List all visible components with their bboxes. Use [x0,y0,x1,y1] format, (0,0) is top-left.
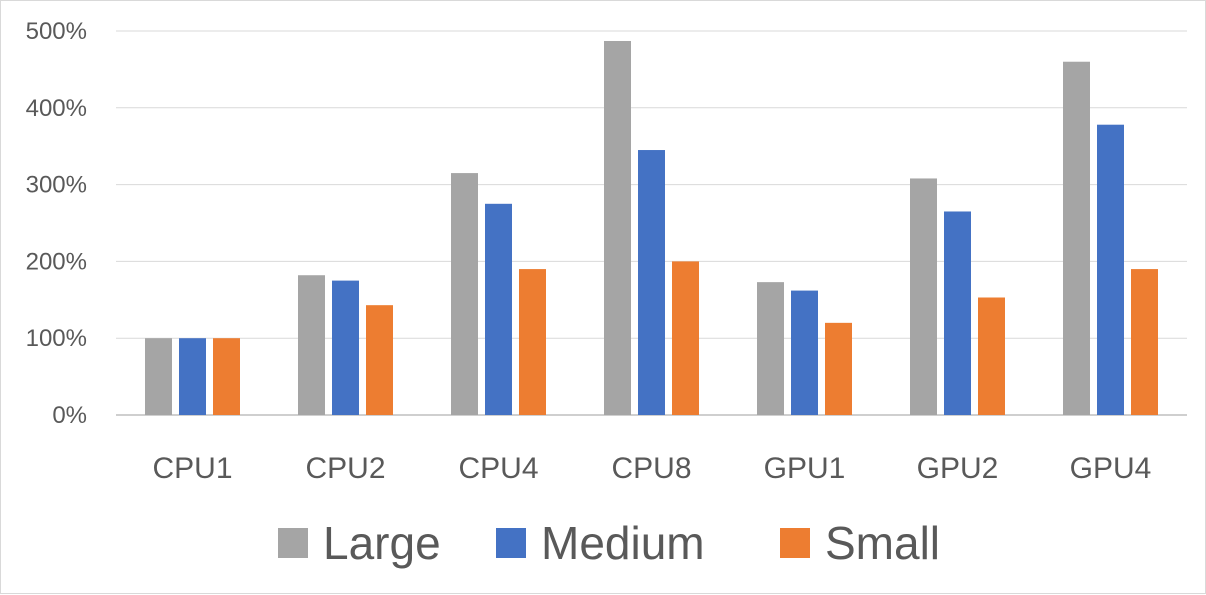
y-tick-label: 200% [26,248,87,275]
bar-large-cpu4 [451,173,478,415]
legend-swatch-large [278,528,308,558]
x-category-label: CPU1 [152,452,232,485]
bar-small-gpu4 [1131,269,1158,415]
x-category-label: CPU2 [305,452,385,485]
bar-large-gpu2 [910,178,937,415]
y-tick-label: 500% [26,18,87,45]
x-category-label: GPU1 [764,452,846,485]
legend-swatch-small [780,528,810,558]
legend: Large Medium Small [278,517,940,569]
bars [145,40,1158,416]
legend-label-large: Large [323,517,441,569]
y-tick-label: 300% [26,172,87,199]
bar-small-gpu2 [978,297,1005,415]
bar-small-cpu8 [672,261,699,415]
bar-large-cpu2 [298,275,325,415]
legend-swatch-medium [496,528,526,558]
bar-small-cpu2 [366,305,393,415]
legend-label-small: Small [825,517,940,569]
bar-large-gpu4 [1063,61,1090,415]
bar-medium-gpu1 [791,290,818,415]
bar-small-gpu1 [825,322,852,415]
bar-medium-cpu8 [638,150,665,416]
x-category-label: CPU4 [458,452,538,485]
bar-medium-cpu2 [332,280,359,415]
x-category-label: GPU4 [1070,452,1152,485]
bar-large-cpu1 [145,338,172,415]
y-tick-label: 0% [52,402,87,429]
x-category-label: GPU2 [917,452,999,485]
bar-large-cpu8 [604,40,631,415]
bar-medium-gpu2 [944,211,971,415]
y-tick-label: 100% [26,325,87,352]
bar-medium-cpu1 [179,338,206,415]
bar-medium-gpu4 [1097,124,1124,416]
bar-large-gpu1 [757,282,784,415]
bar-medium-cpu4 [485,203,512,415]
x-axis-category-labels: CPU1 CPU2 CPU4 CPU8 GPU1 GPU2 GPU4 [152,452,1151,485]
y-axis-tick-labels: 0% 100% 200% 300% 400% 500% [26,18,87,429]
x-category-label: CPU8 [611,452,691,485]
legend-label-medium: Medium [541,517,705,569]
bar-small-cpu1 [213,338,240,415]
y-tick-label: 400% [26,95,87,122]
bar-small-cpu4 [519,269,546,415]
